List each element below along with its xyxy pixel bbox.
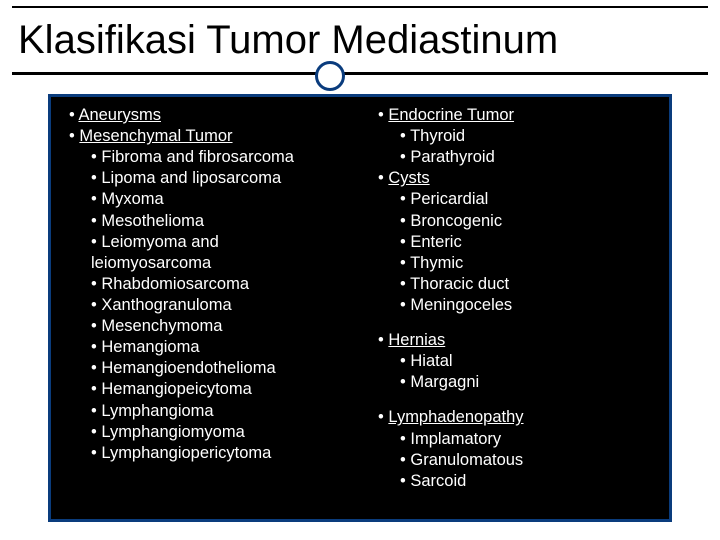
list-item: • Thoracic duct [378,274,659,295]
right-heading-lymphadenopathy: • Lymphadenopathy [378,407,659,428]
list-item: • Myxoma [69,189,350,210]
list-item: • Parathyroid [378,147,659,168]
list-item: • Hiatal [378,351,659,372]
circle-decoration [315,61,345,91]
list-item: • Granulomatous [378,450,659,471]
list-item: • Fibroma and fibrosarcoma [69,147,350,168]
list-item: • Rhabdomiosarcoma [69,274,350,295]
list-item: • Enteric [378,232,659,253]
list-item: • Lymphangioma [69,401,350,422]
list-item: • Lipoma and liposarcoma [69,168,350,189]
list-item: • Meningoceles [378,295,659,316]
left-column: • Aneurysms • Mesenchymal Tumor • Fibrom… [51,97,360,519]
list-item: • Xanthogranuloma [69,295,350,316]
rule-top [12,6,708,8]
list-item: • Sarcoid [378,471,659,492]
list-item: • Hemangiopeicytoma [69,379,350,400]
list-item: • Thymic [378,253,659,274]
list-item: • Hemangioendothelioma [69,358,350,379]
list-item: • Broncogenic [378,211,659,232]
list-item: • Pericardial [378,189,659,210]
list-item: • Leiomyoma and [69,232,350,253]
right-heading-cysts: • Cysts [378,168,659,189]
left-heading-1: • Aneurysms [69,105,350,126]
spacer [378,316,659,330]
right-heading-endocrine: • Endocrine Tumor [378,105,659,126]
spacer [378,393,659,407]
rule-under-title [12,72,708,75]
list-item: • Margagni [378,372,659,393]
list-item: • Lymphangiopericytoma [69,443,350,464]
right-heading-hernias: • Hernias [378,330,659,351]
list-item: • Thyroid [378,126,659,147]
list-item: • Hemangioma [69,337,350,358]
list-item: leiomyosarcoma [69,253,350,274]
slide-title: Klasifikasi Tumor Mediastinum [18,18,558,63]
slide: Klasifikasi Tumor Mediastinum • Aneurysm… [0,0,720,540]
left-heading-2: • Mesenchymal Tumor [69,126,350,147]
list-item: • Implamatory [378,429,659,450]
right-column: • Endocrine Tumor • Thyroid • Parathyroi… [360,97,669,519]
content-box: • Aneurysms • Mesenchymal Tumor • Fibrom… [48,94,672,522]
list-item: • Mesothelioma [69,211,350,232]
list-item: • Lymphangiomyoma [69,422,350,443]
list-item: • Mesenchymoma [69,316,350,337]
